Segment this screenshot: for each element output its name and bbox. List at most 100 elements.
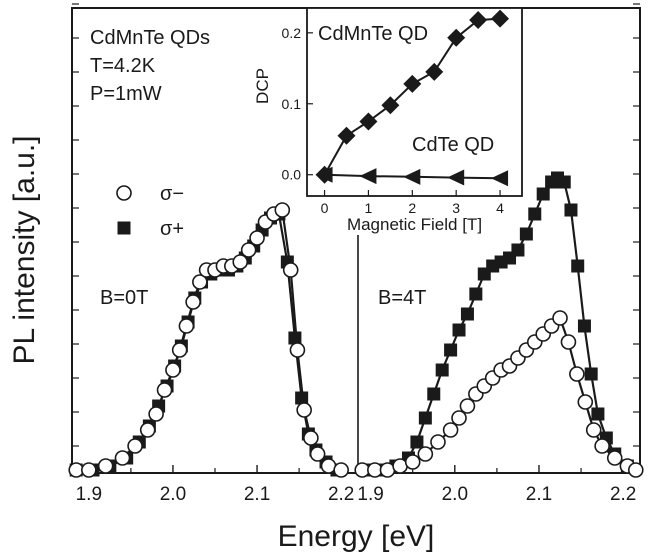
sigma-plus-point (519, 227, 533, 241)
x-tick-label: 2.2 (610, 484, 636, 505)
sigma-plus-point (452, 323, 466, 337)
sigma-plus-point (444, 343, 458, 357)
sigma-minus-point (274, 202, 291, 218)
sigma-minus-point (171, 342, 188, 358)
power-label: P=1mW (90, 83, 162, 105)
sigma-plus-point (410, 435, 424, 449)
panel-label: B=0T (100, 287, 148, 309)
sigma-minus-point (404, 454, 421, 470)
axes-labels: Energy [eV] PL intensity [a.u.] (8, 135, 434, 553)
sigma-plus-point (528, 207, 542, 221)
sigma-minus-point (417, 446, 434, 462)
inset-x-tick-label: 3 (452, 200, 460, 216)
sigma-minus-point (303, 430, 319, 446)
fit-line (76, 208, 342, 472)
inset-y-tick-label: 0.1 (282, 96, 302, 112)
inset-series-point (359, 168, 377, 185)
sigma-minus-point (459, 398, 476, 414)
sigma-minus-point (560, 334, 577, 350)
sigma-minus-point (139, 422, 156, 438)
inset-series-point (403, 168, 421, 185)
sigma-minus-point (577, 394, 594, 410)
sigma-minus-point (156, 382, 173, 398)
x-tick-label: 2.1 (244, 484, 270, 505)
sigma-minus-point (333, 462, 349, 478)
sigma-minus-point (552, 310, 568, 326)
sigma-minus-point (282, 262, 299, 278)
sigma-minus-point (451, 410, 467, 426)
inset-series-point (491, 170, 509, 187)
inset-series-label-cdmnte: CdMnTe QD (318, 23, 428, 45)
inset-y-tick-label: 0.2 (282, 25, 302, 41)
sigma-plus-point (427, 387, 441, 401)
sigma-minus-point (430, 434, 446, 450)
sigma-plus-point (418, 411, 432, 425)
sigma-minus-point (97, 458, 114, 474)
inset-series-point (425, 62, 444, 81)
inset-dcp-plot: 0 1 2 3 4 0.0 0.1 0.2 Magnetic Field [T] DCP CdMnT… (253, 7, 523, 234)
sigma-minus-point (148, 406, 164, 422)
inset-series-point (359, 112, 378, 131)
sigma-minus-point (165, 362, 181, 378)
legend-sigma-minus-marker (116, 185, 132, 201)
y-axis-title: PL intensity [a.u.] (8, 135, 41, 364)
inset-x-tick-label: 4 (496, 200, 504, 216)
inset-series-point (491, 9, 510, 28)
inset-x-axis-title: Magnetic Field [T] (347, 215, 482, 234)
legend-sigma-plus-marker (117, 221, 131, 235)
sigma-minus-point (627, 462, 644, 478)
sigma-plus-point (564, 203, 578, 217)
x-tick-label: 1.9 (357, 484, 383, 505)
x-tick-label: 2.0 (160, 484, 186, 505)
sigma-plus-point (469, 287, 483, 301)
annotations: CdMnTe QDs T=4.2K P=1mW σ− σ+ (90, 27, 210, 240)
inset-x-tick-label: 0 (321, 200, 329, 216)
sigma-plus-point (295, 391, 309, 405)
sigma-plus-point (288, 331, 302, 345)
inset-series-label-cdte: CdTe QD (412, 134, 494, 156)
sigma-minus-point (114, 450, 131, 466)
x-tick-label: 2.1 (526, 484, 552, 505)
sigma-minus-point (606, 450, 623, 466)
sample-label: CdMnTe QDs (90, 27, 210, 49)
sigma-plus-point (511, 243, 525, 257)
sigma-minus-point (442, 422, 459, 438)
sigma-minus-point (309, 446, 326, 462)
legend-sigma-minus-label: σ− (160, 183, 184, 205)
sigma-plus-point (591, 407, 605, 421)
sigma-plus-point (536, 187, 550, 201)
sigma-minus-point (81, 462, 97, 478)
inset-series-point (447, 169, 465, 186)
inset-series-point (337, 126, 356, 145)
sigma-plus-point (584, 367, 598, 381)
sigma-minus-point (192, 274, 208, 290)
sigma-plus-point (557, 175, 571, 189)
inset-y-tick-label: 0.0 (282, 167, 302, 183)
sigma-plus-point (435, 363, 449, 377)
x-tick-label: 1.9 (76, 484, 102, 505)
legend-sigma-plus-label: σ+ (160, 218, 184, 240)
sigma-plus-point (460, 307, 474, 321)
inset-y-axis-title: DCP (253, 68, 272, 104)
sigma-minus-point (232, 254, 249, 270)
sigma-minus-point (585, 422, 602, 438)
sigma-plus-point (571, 259, 585, 273)
inset-series-point (381, 96, 400, 115)
inset-x-tick-label: 1 (365, 200, 373, 216)
inset-series-point (469, 11, 488, 30)
sigma-plus-point (577, 319, 591, 333)
inset-series-point (447, 28, 466, 47)
temperature-label: T=4.2K (90, 55, 156, 77)
sigma-minus-point (185, 294, 201, 310)
x-tick-label: 2.2 (328, 484, 354, 505)
sigma-minus-point (178, 318, 195, 334)
x-axis-title: Energy [eV] (278, 520, 435, 553)
inset-frame (306, 7, 523, 197)
sigma-minus-point (240, 242, 257, 258)
inset-series-point (403, 74, 422, 93)
sigma-minus-point (296, 402, 312, 418)
sigma-minus-point (289, 342, 306, 358)
panel-label: B=4T (378, 287, 426, 309)
inset-series-point (315, 166, 333, 183)
